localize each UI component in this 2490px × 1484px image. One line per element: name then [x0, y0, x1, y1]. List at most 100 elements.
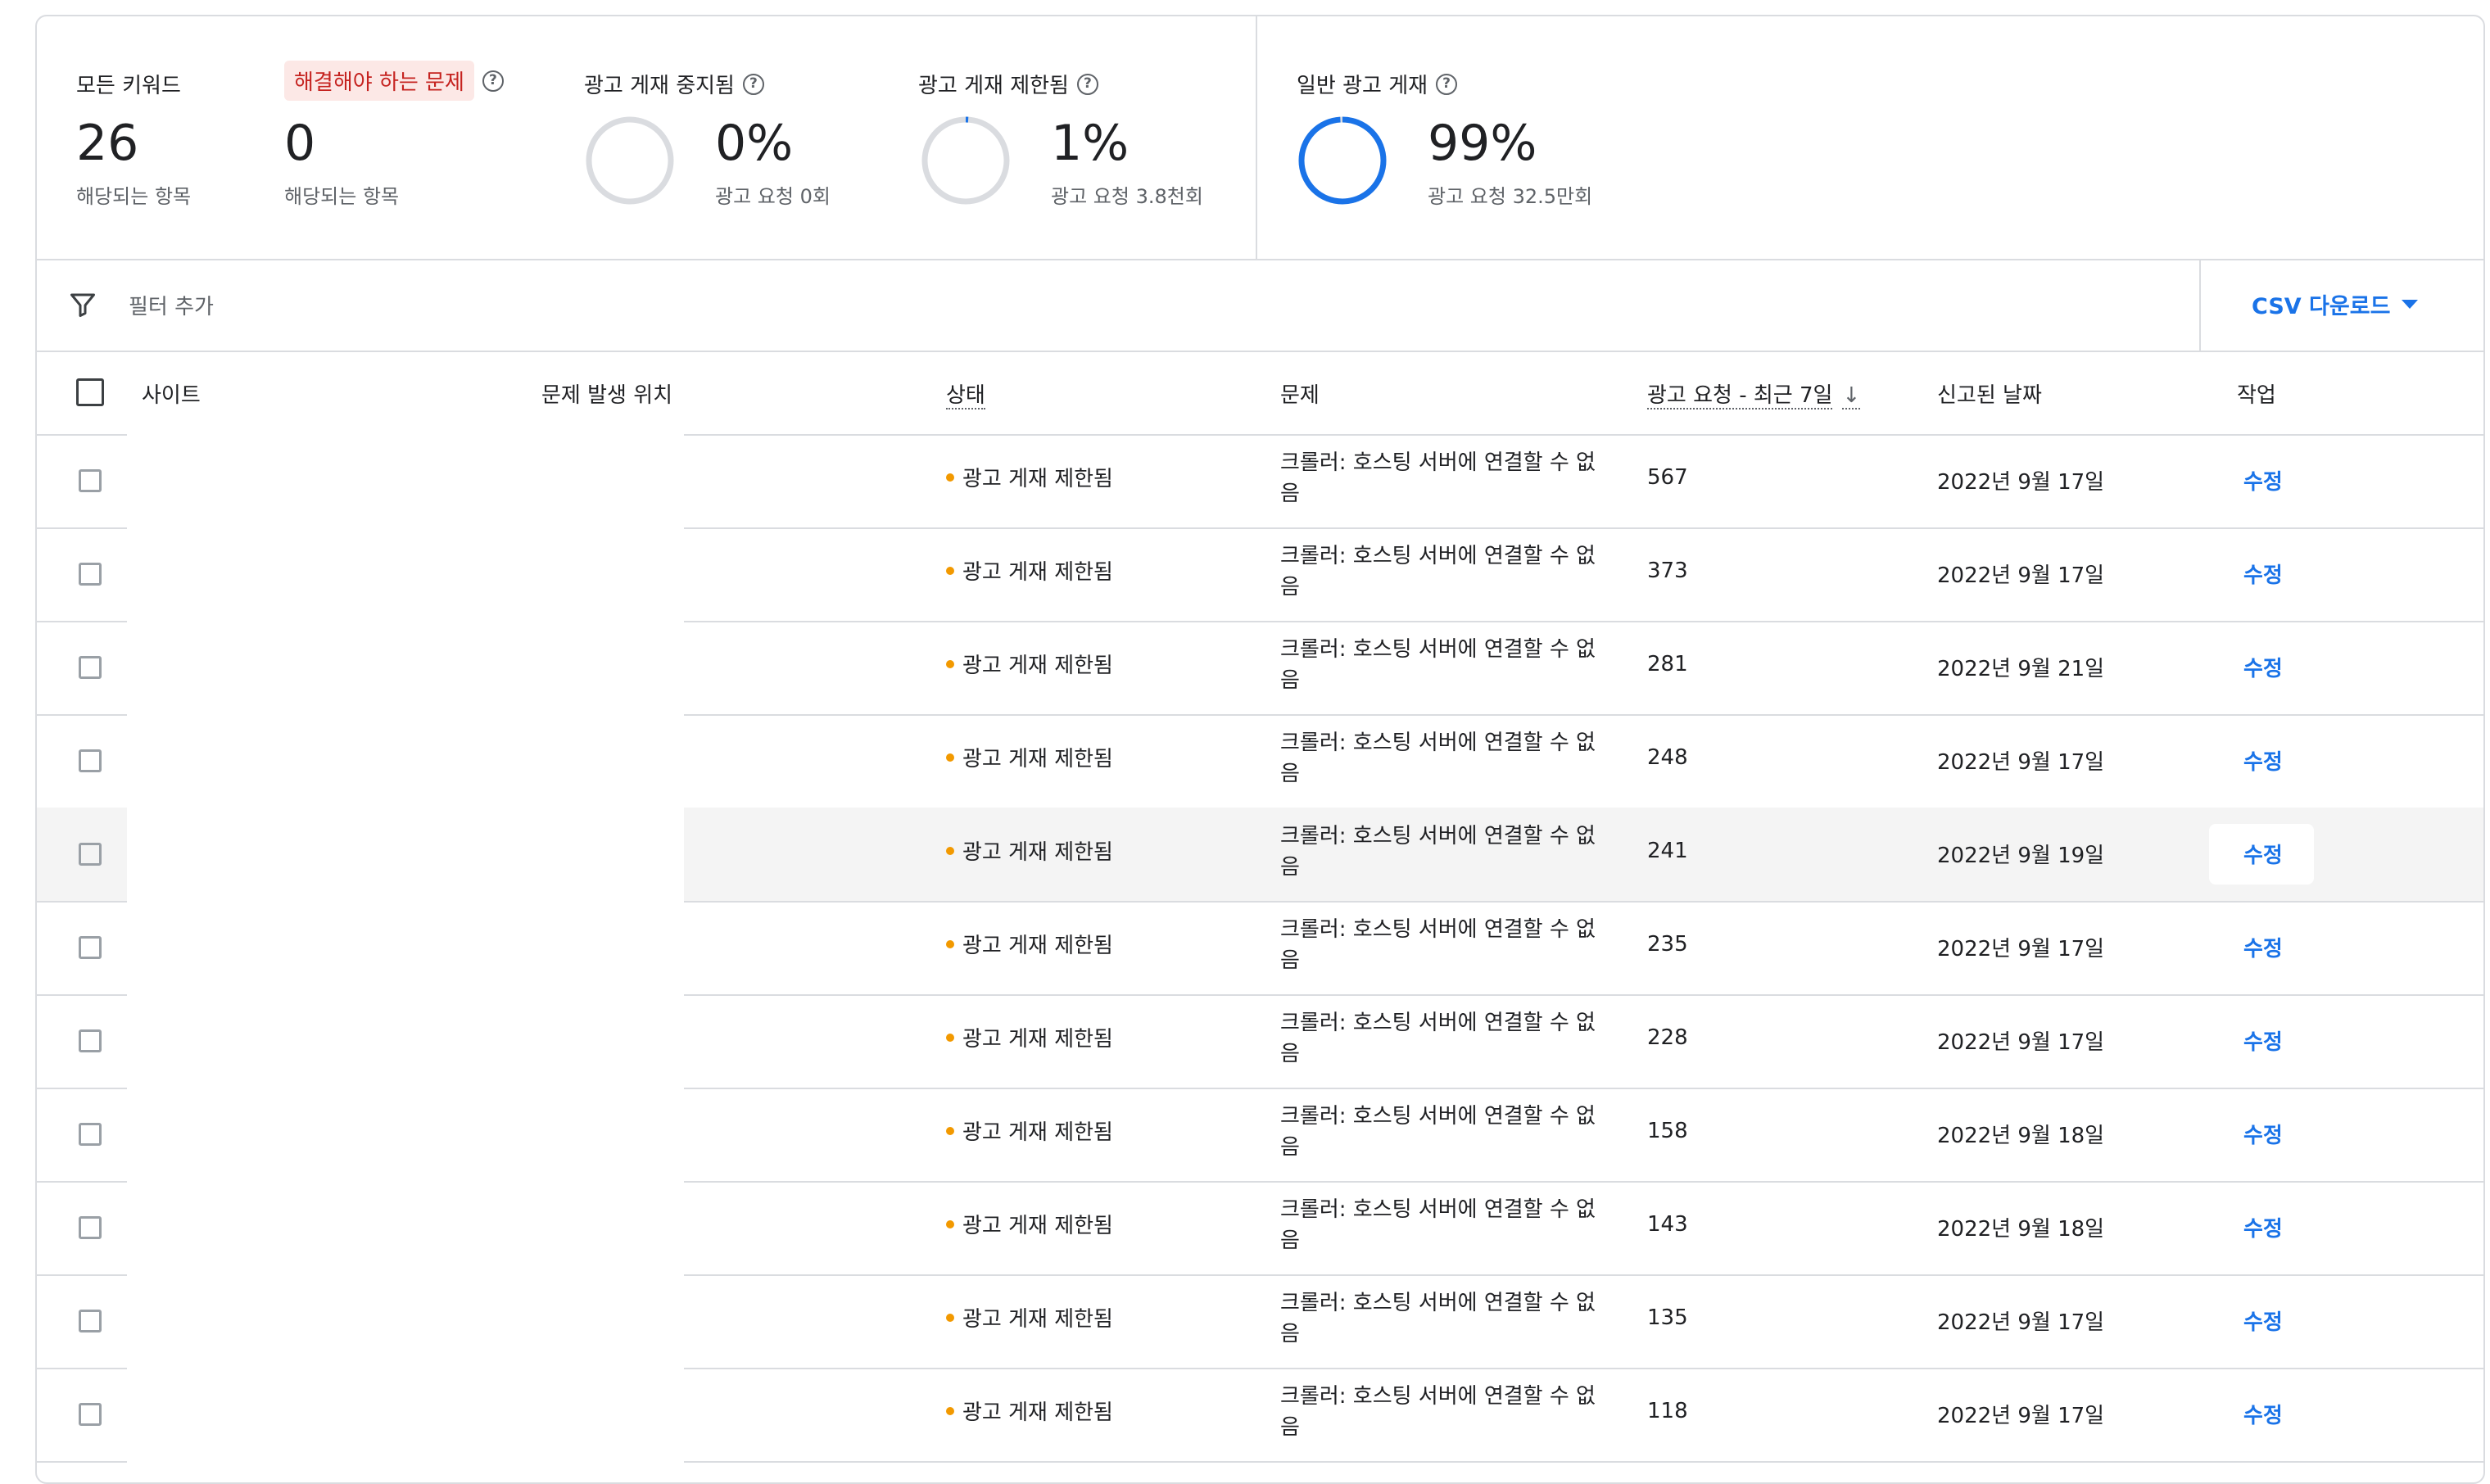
table-row[interactable]: 광고 게재 제한됨 크롤러: 호스팅 서버에 연결할 수 없음 281 2022…: [37, 621, 2483, 716]
table-row[interactable]: 광고 게재 제한됨 크롤러: 호스팅 서버에 연결할 수 없음 567 2022…: [37, 434, 2483, 529]
all-keywords-sub: 해당되는 항목: [76, 185, 192, 208]
row-checkbox[interactable]: [79, 1029, 102, 1052]
header-ad-requests[interactable]: 광고 요청 - 최근 7일 ↓: [1647, 383, 1861, 409]
reported-date: 2022년 9월 17일: [1937, 1310, 2105, 1335]
ad-requests-value: 567: [1647, 465, 1688, 490]
all-keywords-title: 모든 키워드: [76, 74, 181, 98]
summary-divider: [1256, 16, 1257, 259]
header-site[interactable]: 사이트: [142, 383, 201, 408]
normal-ring-chart: [1298, 116, 1387, 205]
warning-dot-icon: [946, 1313, 954, 1322]
issue-text: 크롤러: 호스팅 서버에 연결할 수 없음: [1280, 1291, 1596, 1346]
row-checkbox[interactable]: [79, 749, 102, 772]
reported-date: 2022년 9월 17일: [1937, 563, 2105, 588]
issues-sub: 해당되는 항목: [284, 185, 400, 208]
normal-title: 일반 광고 게재?: [1297, 69, 1458, 99]
edit-button[interactable]: 수정: [2243, 563, 2283, 588]
ad-requests-value: 281: [1647, 652, 1688, 676]
issue-text: 크롤러: 호스팅 서버에 연결할 수 없음: [1280, 450, 1596, 506]
status-label: 광고 게재 제한됨: [946, 462, 1113, 492]
ad-requests-value: 158: [1647, 1119, 1688, 1143]
issue-text: 크롤러: 호스팅 서버에 연결할 수 없음: [1280, 917, 1596, 973]
issue-text: 크롤러: 호스팅 서버에 연결할 수 없음: [1280, 1104, 1596, 1160]
status-label: 광고 게재 제한됨: [946, 1115, 1113, 1146]
caret-down-icon: [2402, 300, 2419, 309]
ad-requests-value: 135: [1647, 1305, 1688, 1330]
header-issue[interactable]: 문제: [1280, 383, 1320, 408]
paused-title: 광고 게재 중지됨?: [584, 69, 764, 99]
reported-date: 2022년 9월 17일: [1937, 470, 2105, 495]
all-keywords-value: 26: [76, 115, 139, 172]
reported-date: 2022년 9월 17일: [1937, 1030, 2105, 1055]
edit-button[interactable]: 수정: [2243, 470, 2283, 495]
limited-title: 광고 게재 제한됨?: [918, 69, 1098, 99]
row-checkbox[interactable]: [79, 1123, 102, 1146]
limited-sub: 광고 요청 3.8천회: [1051, 185, 1203, 208]
header-reported-date[interactable]: 신고된 날짜: [1937, 383, 2042, 408]
filter-icon[interactable]: [68, 290, 97, 319]
row-checkbox[interactable]: [79, 1310, 102, 1332]
limited-value: 1%: [1051, 115, 1130, 172]
warning-dot-icon: [946, 659, 954, 668]
status-label: 광고 게재 제한됨: [946, 742, 1113, 772]
header-location[interactable]: 문제 발생 위치: [541, 383, 673, 408]
status-label: 광고 게재 제한됨: [946, 1302, 1113, 1332]
edit-button[interactable]: 수정: [2243, 844, 2283, 868]
summary-panel: 모든 키워드 26 해당되는 항목 해결해야 하는 문제 ? 0 해당되는 항목…: [37, 16, 2483, 260]
row-checkbox[interactable]: [79, 843, 102, 866]
header-action: 작업: [2237, 383, 2276, 408]
edit-button[interactable]: 수정: [2243, 1310, 2283, 1335]
issue-text: 크롤러: 호스팅 서버에 연결할 수 없음: [1280, 731, 1596, 786]
edit-button[interactable]: 수정: [2243, 1030, 2283, 1055]
issue-text: 크롤러: 호스팅 서버에 연결할 수 없음: [1280, 824, 1596, 880]
filter-bar-divider: [2199, 259, 2201, 351]
csv-download-button[interactable]: CSV 다운로드: [2252, 288, 2419, 320]
issues-value: 0: [284, 115, 316, 172]
ad-requests-value: 241: [1647, 839, 1688, 863]
help-icon[interactable]: ?: [1076, 73, 1098, 95]
warning-dot-icon: [946, 473, 954, 482]
limited-ring-chart: [921, 116, 1010, 205]
table-row[interactable]: 광고 게재 제한됨 크롤러: 호스팅 서버에 연결할 수 없음 158 2022…: [37, 1088, 2483, 1183]
add-filter-button[interactable]: 필터 추가: [129, 295, 214, 319]
edit-button[interactable]: 수정: [2243, 657, 2283, 681]
warning-dot-icon: [946, 1033, 954, 1042]
status-label: 광고 게재 제한됨: [946, 929, 1113, 959]
paused-value: 0%: [715, 115, 794, 172]
table-row[interactable]: 광고 게재 제한됨 크롤러: 호스팅 서버에 연결할 수 없음 135 2022…: [37, 1274, 2483, 1369]
issue-text: 크롤러: 호스팅 서버에 연결할 수 없음: [1280, 1011, 1596, 1066]
reported-date: 2022년 9월 19일: [1937, 844, 2105, 868]
ad-requests-value: 143: [1647, 1212, 1688, 1237]
filter-bar: 필터 추가 CSV 다운로드: [37, 259, 2483, 352]
csv-download-label: CSV 다운로드: [2252, 294, 2391, 319]
row-checkbox[interactable]: [79, 469, 102, 492]
help-icon[interactable]: ?: [742, 73, 764, 95]
row-checkbox[interactable]: [79, 656, 102, 679]
row-checkbox[interactable]: [79, 1216, 102, 1239]
edit-button[interactable]: 수정: [2243, 937, 2283, 961]
warning-dot-icon: [946, 1406, 954, 1415]
edit-button[interactable]: 수정: [2243, 1124, 2283, 1148]
row-checkbox[interactable]: [79, 1403, 102, 1426]
reported-date: 2022년 9월 17일: [1937, 1404, 2105, 1428]
warning-dot-icon: [946, 1219, 954, 1228]
reported-date: 2022년 9월 17일: [1937, 937, 2105, 961]
edit-button[interactable]: 수정: [2243, 1404, 2283, 1428]
help-icon[interactable]: ?: [1436, 73, 1458, 95]
table-row[interactable]: 광고 게재 제한됨 크롤러: 호스팅 서버에 연결할 수 없음 118 2022…: [37, 1368, 2483, 1463]
normal-sub: 광고 요청 32.5만회: [1428, 185, 1593, 208]
row-checkbox[interactable]: [79, 936, 102, 959]
table-row[interactable]: 광고 게재 제한됨 크롤러: 호스팅 서버에 연결할 수 없음 228 2022…: [37, 994, 2483, 1089]
ad-requests-value: 235: [1647, 932, 1688, 957]
reported-date: 2022년 9월 21일: [1937, 657, 2105, 681]
row-checkbox[interactable]: [79, 563, 102, 586]
table-row[interactable]: 광고 게재 제한됨 크롤러: 호스팅 서버에 연결할 수 없음 235 2022…: [37, 901, 2483, 996]
warning-dot-icon: [946, 1126, 954, 1135]
help-icon[interactable]: ?: [482, 70, 504, 92]
table-row[interactable]: 광고 게재 제한됨 크롤러: 호스팅 서버에 연결할 수 없음 143 2022…: [37, 1181, 2483, 1276]
edit-button[interactable]: 수정: [2243, 1217, 2283, 1242]
select-all-checkbox[interactable]: [76, 378, 104, 406]
edit-button[interactable]: 수정: [2243, 750, 2283, 775]
header-status[interactable]: 상태: [946, 383, 985, 409]
status-label: 광고 게재 제한됨: [946, 649, 1113, 679]
